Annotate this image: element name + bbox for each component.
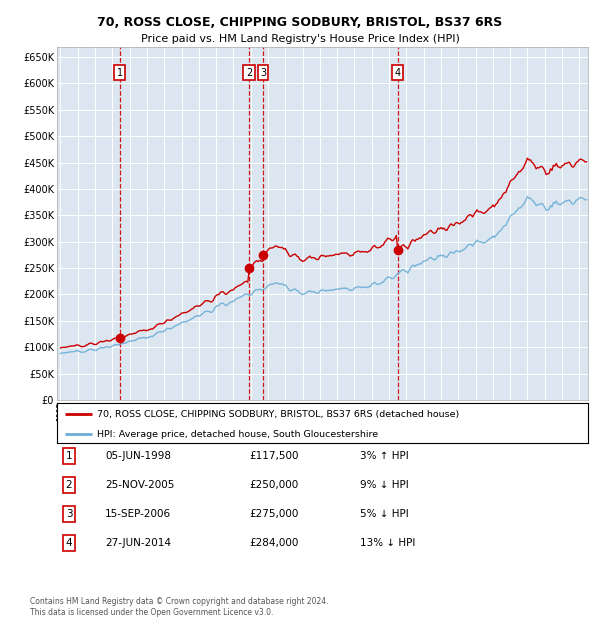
Text: 1: 1 [117, 68, 123, 78]
Text: 25-NOV-2005: 25-NOV-2005 [105, 480, 175, 490]
Text: 70, ROSS CLOSE, CHIPPING SODBURY, BRISTOL, BS37 6RS (detached house): 70, ROSS CLOSE, CHIPPING SODBURY, BRISTO… [97, 410, 459, 418]
Text: £250,000: £250,000 [249, 480, 298, 490]
Text: 3: 3 [65, 509, 73, 519]
Text: HPI: Average price, detached house, South Gloucestershire: HPI: Average price, detached house, Sout… [97, 430, 378, 439]
Text: £284,000: £284,000 [249, 538, 298, 548]
Text: 70, ROSS CLOSE, CHIPPING SODBURY, BRISTOL, BS37 6RS: 70, ROSS CLOSE, CHIPPING SODBURY, BRISTO… [97, 16, 503, 29]
Text: 4: 4 [395, 68, 401, 78]
Text: 13% ↓ HPI: 13% ↓ HPI [360, 538, 415, 548]
Text: 3: 3 [260, 68, 266, 78]
Text: Contains HM Land Registry data © Crown copyright and database right 2024.
This d: Contains HM Land Registry data © Crown c… [30, 598, 329, 617]
Text: 15-SEP-2006: 15-SEP-2006 [105, 509, 171, 519]
Text: 05-JUN-1998: 05-JUN-1998 [105, 451, 171, 461]
Text: 5% ↓ HPI: 5% ↓ HPI [360, 509, 409, 519]
Text: £117,500: £117,500 [249, 451, 299, 461]
Text: Price paid vs. HM Land Registry's House Price Index (HPI): Price paid vs. HM Land Registry's House … [140, 34, 460, 44]
Text: 2: 2 [246, 68, 252, 78]
Text: 9% ↓ HPI: 9% ↓ HPI [360, 480, 409, 490]
Text: 27-JUN-2014: 27-JUN-2014 [105, 538, 171, 548]
Text: 3% ↑ HPI: 3% ↑ HPI [360, 451, 409, 461]
Text: £275,000: £275,000 [249, 509, 298, 519]
Text: 2: 2 [65, 480, 73, 490]
Text: 4: 4 [65, 538, 73, 548]
Text: 1: 1 [65, 451, 73, 461]
